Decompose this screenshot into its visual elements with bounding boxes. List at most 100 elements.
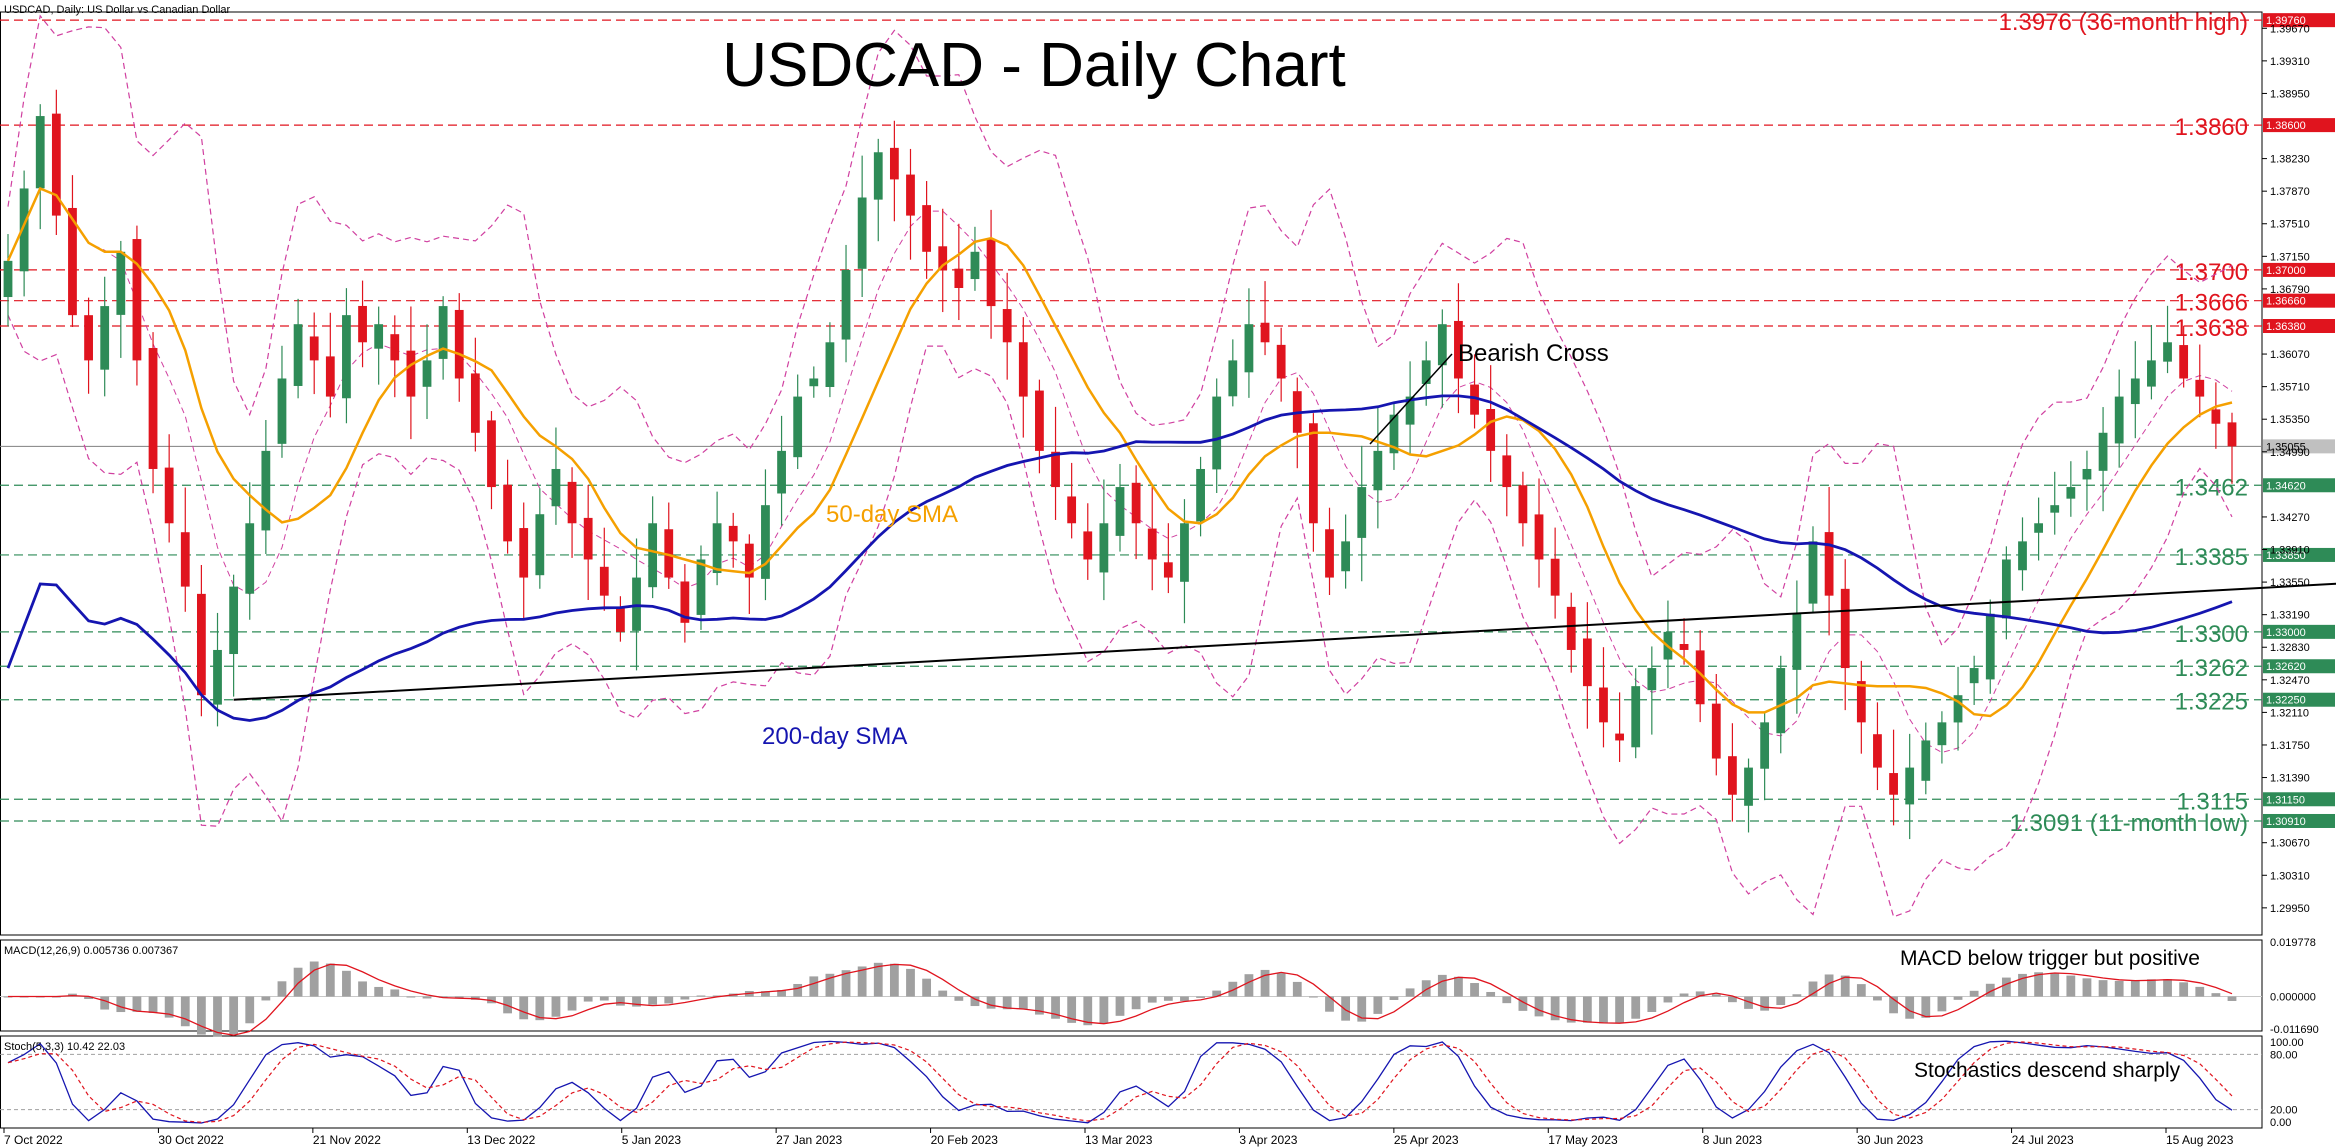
macd-tick-label: 0.019778 [2270, 937, 2316, 949]
candle-body [503, 484, 512, 542]
candle [1486, 365, 1496, 482]
support-3-text: 1.3262 [2175, 655, 2248, 682]
candle [583, 484, 593, 600]
candle-body [1728, 756, 1737, 795]
sma200-line [6, 394, 2233, 722]
candle [1502, 434, 1512, 517]
y-tick-label: 1.31750 [2270, 740, 2310, 752]
candle-body [374, 324, 384, 349]
candle-body [1534, 514, 1544, 560]
candle-body [2211, 409, 2221, 424]
macd-histogram-bar [2098, 980, 2108, 997]
axes: 1.39760 1.38600 1.37000 1.36660 1.36380 1.346… [3, 13, 2335, 1147]
candle [19, 170, 29, 297]
y-tick-label: 1.36790 [2270, 284, 2310, 296]
candle [1228, 339, 1238, 407]
trendline-group [233, 353, 2336, 701]
candle-body [1051, 451, 1060, 488]
candle-body [857, 197, 867, 269]
candle [213, 612, 222, 727]
candle [986, 209, 996, 339]
macd-histogram-bar [245, 996, 255, 1024]
bearish-cross-label: Bearish Cross [1458, 340, 1609, 367]
candle [1518, 471, 1528, 547]
candle-body [470, 373, 480, 433]
x-tick-label: 3 Apr 2023 [1239, 1133, 1297, 1147]
candle [2001, 546, 2011, 640]
candle-body [712, 523, 722, 574]
y-tick-label: 1.34270 [2270, 512, 2310, 524]
candle [1325, 507, 1334, 596]
macd-histogram-bar [567, 996, 577, 1011]
x-tick-label: 27 Jan 2023 [776, 1133, 842, 1147]
macd-histogram-bar [1454, 976, 1463, 997]
candle [1808, 526, 1818, 613]
macd-histogram-bar [535, 996, 545, 1021]
candle [1244, 288, 1254, 398]
candle-body [229, 586, 239, 655]
candle [470, 337, 480, 452]
candle [712, 491, 722, 586]
y-tick-label: 1.38230 [2270, 154, 2310, 166]
macd-histogram-bar [1421, 980, 1431, 997]
candle [180, 487, 190, 612]
candle-body [1550, 558, 1560, 596]
support-0-text: 1.3462 [2175, 474, 2248, 501]
y-tick-label: 1.38950 [2270, 88, 2310, 100]
macd-signal-line [8, 963, 2233, 1036]
candle-body [1196, 468, 1205, 522]
candle [1534, 478, 1544, 588]
candle-body [1953, 695, 1963, 723]
candle [3, 234, 13, 327]
bollinger-lower [7, 314, 2233, 918]
candle-body [1502, 455, 1512, 488]
candle [873, 138, 883, 242]
candle-body [567, 481, 577, 524]
resistance-3-axis-label: 1.36660 [2266, 296, 2306, 308]
candle-body [164, 467, 174, 524]
macd-histogram-bar [1308, 996, 1318, 998]
macd-histogram-bar [1808, 981, 1818, 997]
macd-histogram-bar [1405, 988, 1415, 997]
candle [2018, 517, 2027, 591]
candle [970, 226, 980, 291]
candle-body [180, 532, 190, 587]
candle [1292, 377, 1302, 469]
macd-histogram-bar [213, 996, 222, 1037]
macd-histogram-bar [1051, 996, 1060, 1019]
macd-histogram-bar [2050, 972, 2060, 997]
candle-body [1002, 309, 1012, 343]
candle [148, 332, 158, 494]
candle-body [2227, 422, 2237, 447]
candle [1599, 647, 1608, 748]
candle-body [2130, 378, 2140, 405]
macd-annotation: MACD below trigger but positive [1900, 947, 2200, 970]
candle [1405, 361, 1415, 455]
y-tick-label: 1.34990 [2270, 447, 2310, 459]
y-tick-label: 1.35350 [2270, 414, 2310, 426]
candle-body [970, 251, 980, 280]
stoch-main-line [7, 1040, 2233, 1124]
macd-histogram-bar [1889, 996, 1898, 1014]
candle-body [2098, 432, 2108, 471]
macd-histogram-bar [551, 996, 561, 1017]
candle [116, 240, 126, 358]
resistance-1-axis-badge [2263, 118, 2335, 133]
candle [2211, 382, 2221, 449]
y-tick-label: 1.39670 [2270, 23, 2310, 35]
support-5-axis-badge [2263, 792, 2335, 807]
macd-tick-label: 0.000000 [2270, 992, 2316, 1004]
candle [1308, 413, 1318, 552]
support-0-axis-badge [2263, 478, 2335, 493]
candle-body [51, 113, 61, 216]
candle-body [2114, 396, 2124, 444]
candle [1389, 402, 1399, 470]
macd-histogram-bar [1115, 996, 1125, 1016]
candle-body [1308, 423, 1318, 524]
macd-histogram-bar [777, 990, 786, 997]
stoch-tick-label: 100.00 [2270, 1037, 2304, 1049]
candle [1679, 618, 1689, 665]
candle [454, 293, 464, 402]
macd-histogram-bar [2179, 982, 2189, 997]
